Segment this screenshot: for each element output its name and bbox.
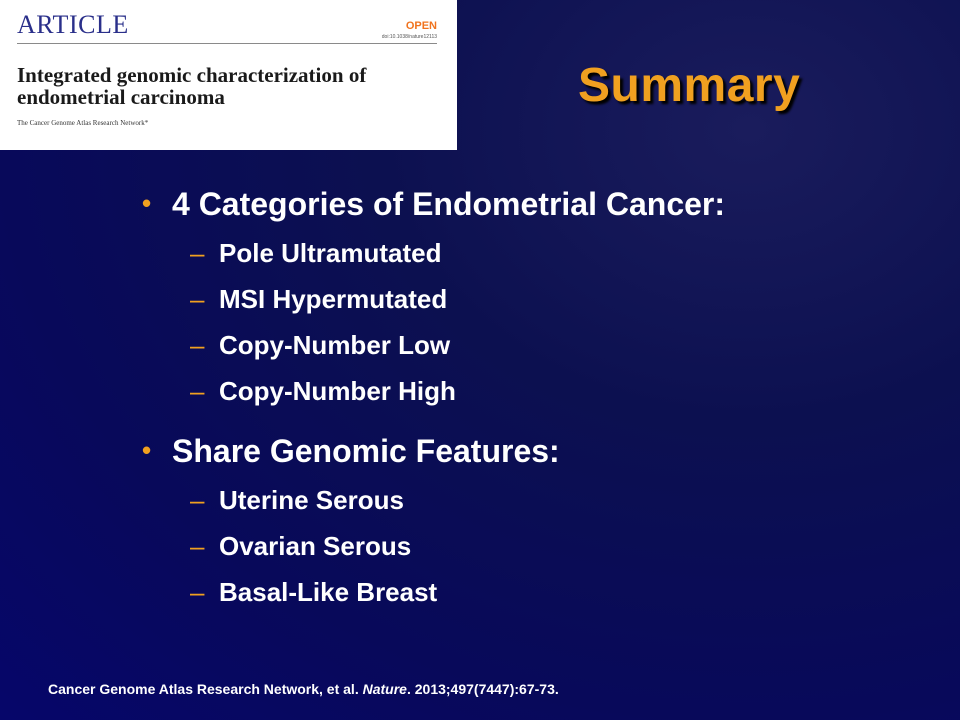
slide-title: Summary	[578, 59, 801, 112]
sub-item-label: Copy-Number Low	[219, 330, 451, 360]
article-divider	[17, 43, 437, 44]
citation: Cancer Genome Atlas Research Network, et…	[48, 681, 559, 697]
sub-item: – Basal-Like Breast	[190, 577, 437, 608]
sub-item: – Copy-Number Low	[190, 330, 450, 361]
sub-item-label: MSI Hypermutated	[219, 284, 448, 314]
bullet-item-shared-features: • Share Genomic Features:	[142, 433, 560, 470]
dash-marker-icon: –	[190, 330, 205, 360]
bullet-marker-icon: •	[142, 435, 152, 465]
sub-item: – Ovarian Serous	[190, 531, 411, 562]
sub-item-label: Ovarian Serous	[219, 531, 412, 561]
article-title: Integrated genomic characterization of e…	[17, 63, 367, 109]
dash-marker-icon: –	[190, 376, 205, 406]
sub-item-label: Basal-Like Breast	[219, 577, 438, 607]
article-authors: The Cancer Genome Atlas Research Network…	[17, 119, 149, 127]
dash-marker-icon: –	[190, 238, 205, 268]
citation-prefix: Cancer Genome Atlas Research Network, et…	[48, 681, 363, 697]
citation-journal: Nature	[362, 681, 407, 697]
dash-marker-icon: –	[190, 531, 205, 561]
sub-item-label: Uterine Serous	[219, 485, 404, 515]
sub-item: – Pole Ultramutated	[190, 238, 442, 269]
sub-item: – Uterine Serous	[190, 485, 404, 516]
sub-item: – Copy-Number High	[190, 376, 456, 407]
sub-item: – MSI Hypermutated	[190, 284, 447, 315]
dash-marker-icon: –	[190, 577, 205, 607]
bullet-label: Share Genomic Features:	[172, 433, 560, 469]
bullet-label: 4 Categories of Endometrial Cancer:	[172, 186, 726, 222]
dash-marker-icon: –	[190, 284, 205, 314]
bullet-item-categories: • 4 Categories of Endometrial Cancer:	[142, 186, 725, 223]
doi-text: doi:10.1038/nature12113	[381, 34, 437, 40]
article-header: ARTICLE	[17, 10, 129, 39]
bullet-marker-icon: •	[142, 188, 152, 218]
sub-item-label: Copy-Number High	[219, 376, 456, 406]
sub-item-label: Pole Ultramutated	[219, 238, 442, 268]
open-access-label: OPEN	[405, 20, 437, 32]
article-clipping-image: ARTICLE OPEN doi:10.1038/nature12113 Int…	[0, 0, 457, 150]
dash-marker-icon: –	[190, 485, 205, 515]
citation-suffix: . 2013;497(7447):67-73.	[406, 681, 559, 697]
